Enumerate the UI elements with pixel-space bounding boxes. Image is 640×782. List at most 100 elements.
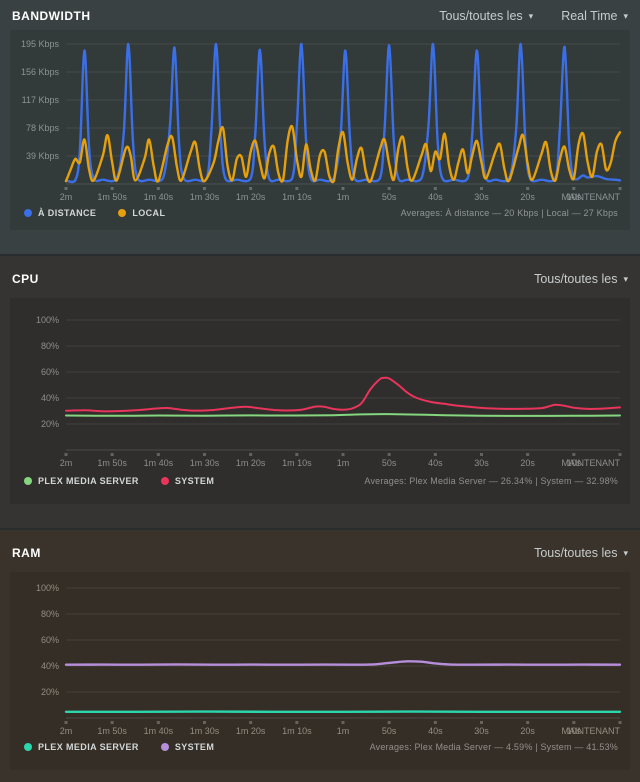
svg-text:MAINTENANT: MAINTENANT xyxy=(562,726,621,736)
svg-text:30s: 30s xyxy=(474,726,489,736)
svg-text:1m 20s: 1m 20s xyxy=(236,458,266,468)
cpu-title: CPU xyxy=(12,272,39,286)
cpu-legend: Plex Media Server System xyxy=(24,476,214,486)
ram-panel-header: RAM Tous/toutes les ▾ xyxy=(10,530,630,572)
legend-item: Local xyxy=(118,208,165,218)
svg-text:195 Kbps: 195 Kbps xyxy=(21,39,60,49)
legend-label: Plex Media Server xyxy=(38,476,139,486)
legend-dot-icon xyxy=(160,477,169,485)
svg-text:1m: 1m xyxy=(337,192,350,202)
ram-chart: 100% 80% 60% 40% 20% 2m 1m 50s 1m 40s 1m 30s 1m 2… xyxy=(36,583,622,736)
bandwidth-averages-text: Averages: À distance — 20 Kbps | Local —… xyxy=(400,208,618,218)
chevron-down-icon: ▾ xyxy=(623,273,628,284)
bandwidth-chart: 195 Kbps 156 Kbps 117 Kbps 78 Kbps 39 Kbps 2m… xyxy=(21,39,622,202)
svg-text:2m: 2m xyxy=(60,458,73,468)
svg-text:40s: 40s xyxy=(428,192,443,202)
chevron-down-icon: ▾ xyxy=(528,10,534,21)
svg-text:80%: 80% xyxy=(41,609,59,619)
svg-text:50s: 50s xyxy=(382,726,397,736)
cpu-legend-row: Plex Media Server System Averages: Plex M… xyxy=(14,472,626,486)
cpu-averages-text: Averages: Plex Media Server — 26.34% | S… xyxy=(364,476,618,486)
svg-text:1m 40s: 1m 40s xyxy=(144,458,174,468)
svg-text:2m: 2m xyxy=(60,726,73,736)
svg-text:1m 10s: 1m 10s xyxy=(282,192,312,202)
legend-item: System xyxy=(160,476,215,486)
ram-averages-text: Averages: Plex Media Server — 4.59% | Sy… xyxy=(369,742,618,752)
svg-text:10s: 10s xyxy=(567,192,582,202)
svg-text:50s: 50s xyxy=(382,458,397,468)
svg-text:20s: 20s xyxy=(520,726,535,736)
svg-text:1m 50s: 1m 50s xyxy=(97,458,127,468)
svg-text:100%: 100% xyxy=(36,315,59,325)
svg-text:20%: 20% xyxy=(41,687,59,697)
ram-scope-dropdown[interactable]: Tous/toutes les ▾ xyxy=(534,546,628,560)
dropdown-label: Tous/toutes les xyxy=(534,272,618,286)
svg-text:1m: 1m xyxy=(337,458,350,468)
svg-text:1m 30s: 1m 30s xyxy=(190,458,220,468)
ram-legend: Plex Media Server System xyxy=(24,742,214,752)
svg-text:1m 50s: 1m 50s xyxy=(97,192,127,202)
dropdown-label: Tous/toutes les xyxy=(534,546,618,560)
legend-label: System xyxy=(174,476,215,486)
legend-dot-icon xyxy=(24,743,32,751)
bandwidth-controls: Tous/toutes les ▾ Real Time ▾ xyxy=(439,9,628,23)
svg-text:60%: 60% xyxy=(41,635,59,645)
legend-item: Plex Media Server xyxy=(24,476,139,486)
svg-text:30s: 30s xyxy=(474,192,489,202)
svg-text:1m 40s: 1m 40s xyxy=(144,192,174,202)
legend-dot-icon xyxy=(118,209,127,217)
svg-text:MAINTENANT: MAINTENANT xyxy=(562,458,621,468)
chevron-down-icon: ▾ xyxy=(623,10,628,21)
cpu-scope-dropdown[interactable]: Tous/toutes les ▾ xyxy=(534,272,628,286)
cpu-controls: Tous/toutes les ▾ xyxy=(534,272,628,286)
svg-text:10s: 10s xyxy=(567,458,582,468)
svg-text:MAINTENANT: MAINTENANT xyxy=(562,192,621,202)
svg-text:1m 50s: 1m 50s xyxy=(97,726,127,736)
svg-text:117 Kbps: 117 Kbps xyxy=(22,95,60,105)
bandwidth-legend-row: À distance Local Averages: À distance — 2… xyxy=(14,204,626,218)
legend-label: Plex Media Server xyxy=(38,742,139,752)
svg-text:40s: 40s xyxy=(428,458,443,468)
legend-dot-icon xyxy=(24,209,32,217)
svg-text:40%: 40% xyxy=(41,393,59,403)
svg-text:1m 20s: 1m 20s xyxy=(236,192,266,202)
svg-text:50s: 50s xyxy=(382,192,397,202)
cpu-chart: 100% 80% 60% 40% 20% 2m 1m 50s 1m 40s 1m 30s 1m 2… xyxy=(36,315,622,468)
legend-dot-icon xyxy=(160,743,169,751)
cpu-panel: CPU Tous/toutes les ▾ 100% 80% 60% 40% 20% 2m… xyxy=(0,256,640,528)
ram-legend-row: Plex Media Server System Averages: Plex M… xyxy=(14,738,626,752)
bandwidth-legend: À distance Local xyxy=(24,208,165,218)
bandwidth-scope-dropdown[interactable]: Tous/toutes les ▾ xyxy=(439,9,533,23)
svg-text:20s: 20s xyxy=(520,458,535,468)
svg-text:20%: 20% xyxy=(41,419,59,429)
ram-title: RAM xyxy=(12,546,41,560)
cpu-panel-header: CPU Tous/toutes les ▾ xyxy=(10,256,630,298)
bandwidth-timerange-dropdown[interactable]: Real Time ▾ xyxy=(561,9,628,23)
legend-label: À distance xyxy=(38,208,97,218)
svg-text:78 Kbps: 78 Kbps xyxy=(26,123,60,133)
svg-text:1m: 1m xyxy=(337,726,350,736)
ram-chart-card: 100% 80% 60% 40% 20% 2m 1m 50s 1m 40s 1m 30s 1m 2… xyxy=(10,572,630,770)
ram-panel: RAM Tous/toutes les ▾ 100% 80% 60% 40% 20% 2m… xyxy=(0,530,640,782)
svg-text:156 Kbps: 156 Kbps xyxy=(21,67,60,77)
dropdown-label: Real Time xyxy=(561,9,618,23)
svg-text:1m 20s: 1m 20s xyxy=(236,726,266,736)
svg-text:1m 30s: 1m 30s xyxy=(190,192,220,202)
bandwidth-title: BANDWIDTH xyxy=(12,9,91,23)
svg-text:1m 40s: 1m 40s xyxy=(144,726,174,736)
bandwidth-panel: BANDWIDTH Tous/toutes les ▾ Real Time ▾ … xyxy=(0,0,640,254)
svg-text:40%: 40% xyxy=(41,661,59,671)
legend-label: System xyxy=(174,742,215,752)
chevron-down-icon: ▾ xyxy=(623,547,628,558)
legend-item: System xyxy=(160,742,215,752)
svg-text:60%: 60% xyxy=(41,367,59,377)
svg-text:1m 10s: 1m 10s xyxy=(282,726,312,736)
svg-text:30s: 30s xyxy=(474,458,489,468)
legend-label: Local xyxy=(132,208,166,218)
legend-dot-icon xyxy=(24,477,32,485)
svg-text:1m 10s: 1m 10s xyxy=(282,458,312,468)
svg-text:10s: 10s xyxy=(567,726,582,736)
svg-text:40s: 40s xyxy=(428,726,443,736)
bandwidth-chart-card: 195 Kbps 156 Kbps 117 Kbps 78 Kbps 39 Kbps 2m… xyxy=(10,30,630,230)
svg-text:20s: 20s xyxy=(520,192,535,202)
